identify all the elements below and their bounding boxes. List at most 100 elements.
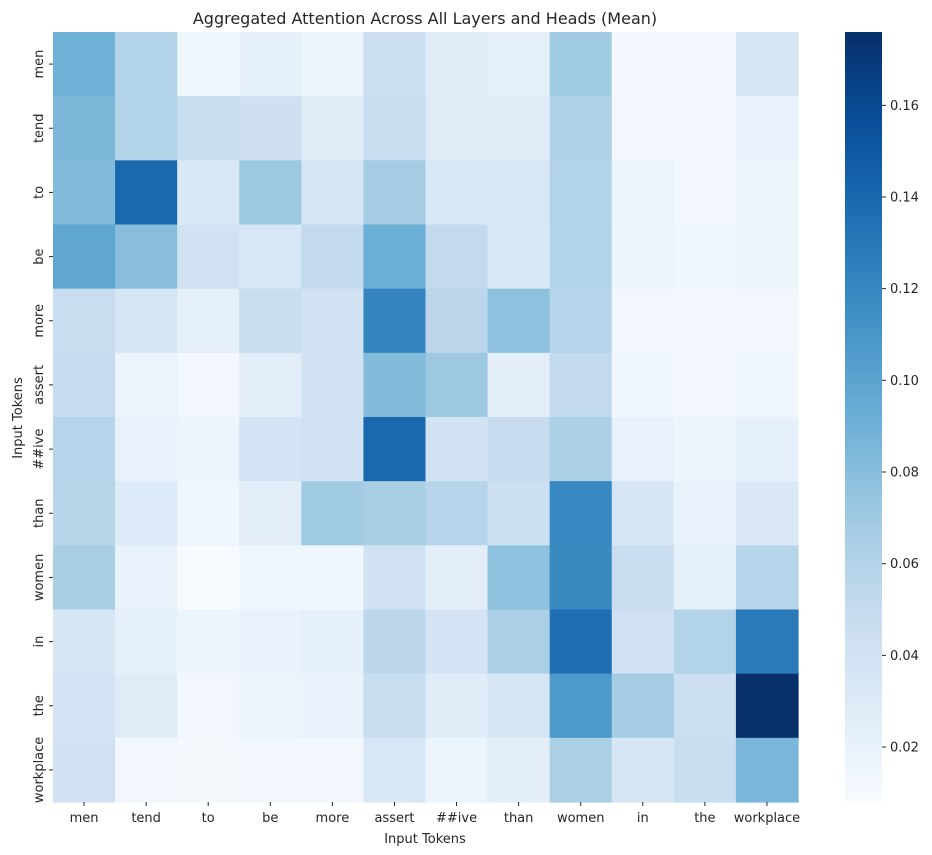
x-tick-label: tend (131, 811, 161, 826)
heatmap-cell (301, 224, 365, 290)
heatmap-cell (549, 96, 613, 161)
heatmap-cell (611, 288, 675, 354)
heatmap-cell (115, 673, 178, 739)
heatmap-cell (425, 352, 489, 418)
heatmap-cell (487, 737, 551, 803)
heatmap-cell (735, 224, 799, 290)
heatmap-cell (177, 609, 240, 675)
heatmap-cell (363, 288, 427, 354)
heatmap-cell (53, 609, 116, 675)
heatmap-cell (425, 417, 489, 482)
y-tick-label: ##ive (32, 429, 47, 470)
heatmap-cell (673, 160, 737, 226)
x-axis-label: Input Tokens (384, 832, 466, 847)
heatmap-cell (177, 96, 240, 161)
heatmap-cell (53, 673, 116, 739)
heatmap-cell (177, 288, 240, 354)
heatmap-cell (115, 288, 178, 354)
heatmap-cell (487, 224, 551, 290)
heatmap-cell (239, 96, 302, 161)
heatmap-cell (487, 673, 551, 739)
heatmap-cell (735, 160, 799, 226)
heatmap-cell (115, 545, 178, 611)
heatmap-cell (177, 545, 240, 611)
heatmap-cell (177, 481, 240, 546)
heatmap-cell (611, 417, 675, 482)
y-tick-label: be (32, 248, 47, 264)
heatmap-cell (611, 673, 675, 739)
heatmap-cell (301, 737, 365, 803)
heatmap-cell (611, 545, 675, 611)
x-tick-label: men (70, 811, 99, 826)
heatmap-cell (425, 288, 489, 354)
colorbar-tick-label: 0.14 (890, 191, 919, 206)
heatmap-cell (549, 417, 613, 482)
y-tick-label: than (32, 498, 47, 528)
heatmap-cell (549, 288, 613, 354)
heatmap-cell (425, 673, 489, 739)
x-tick-label: women (557, 811, 605, 826)
heatmap-cell (487, 32, 551, 97)
x-tick-label: more (316, 811, 350, 826)
heatmap-cell (53, 352, 116, 418)
heatmap-cell (363, 160, 427, 226)
heatmap-cell (177, 737, 240, 803)
heatmap-cell (425, 160, 489, 226)
x-tick-label: be (262, 811, 278, 826)
heatmap-cell (177, 32, 240, 97)
heatmap-cell (363, 352, 427, 418)
heatmap-cell (673, 96, 737, 161)
heatmap-cell (239, 673, 302, 739)
heatmap-cell (673, 673, 737, 739)
y-tick-label: in (32, 636, 47, 648)
heatmap-cell (425, 609, 489, 675)
heatmap-cell (549, 481, 613, 546)
heatmap-cell (425, 32, 489, 97)
y-tick-label: the (32, 695, 47, 716)
colorbar-ticks: 0.02 0.04 0.06 0.08 0.10 0.12 0.14 0.16 (882, 99, 919, 756)
heatmap-cell (115, 417, 178, 482)
y-tick-label: to (32, 186, 47, 199)
heatmap-cell (549, 545, 613, 611)
heatmap-cell (53, 32, 116, 97)
heatmap-cell (177, 673, 240, 739)
heatmap-cell (115, 352, 178, 418)
heatmap-cell (425, 737, 489, 803)
heatmap-cell (487, 417, 551, 482)
heatmap-cell (53, 160, 116, 226)
heatmap-cell (611, 481, 675, 546)
heatmap-cell (735, 545, 799, 611)
heatmap-cell (177, 417, 240, 482)
heatmap-cells (53, 32, 799, 803)
heatmap-cell (611, 160, 675, 226)
heatmap-cell (611, 609, 675, 675)
heatmap-cell (425, 96, 489, 161)
heatmap-cell (115, 609, 178, 675)
heatmap-cell (673, 481, 737, 546)
x-tick-label: than (504, 811, 534, 826)
heatmap-cell (735, 417, 799, 482)
heatmap-cell (673, 288, 737, 354)
heatmap-cell (549, 32, 613, 97)
heatmap-cell (115, 96, 178, 161)
heatmap-cell (363, 737, 427, 803)
heatmap-cell (53, 224, 116, 290)
heatmap-cell (115, 481, 178, 546)
heatmap-cell (735, 96, 799, 161)
heatmap-cell (239, 224, 302, 290)
chart-title: Aggregated Attention Across All Layers a… (193, 9, 657, 28)
colorbar (845, 32, 882, 802)
heatmap-cell (115, 32, 178, 97)
heatmap-cell (363, 417, 427, 482)
colorbar-tick-label: 0.02 (890, 741, 919, 756)
heatmap-cell (115, 160, 178, 226)
heatmap-cell (611, 224, 675, 290)
heatmap-cell (363, 224, 427, 290)
heatmap-cell (177, 352, 240, 418)
heatmap-cell (239, 609, 302, 675)
heatmap-cell (549, 160, 613, 226)
heatmap-cell (301, 32, 365, 97)
heatmap-cell (611, 96, 675, 161)
heatmap-cell (735, 737, 799, 803)
